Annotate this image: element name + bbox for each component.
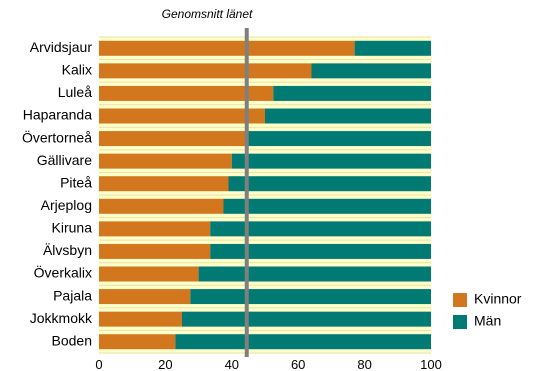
category-label-lulea: Luleå [58, 84, 92, 100]
category-label-arjeplog: Arjeplog [41, 197, 92, 213]
bar-kvinnor-gallivare [99, 153, 232, 169]
bar-man-overkalix [198, 266, 431, 282]
bar-kvinnor-boden [99, 334, 176, 350]
category-label-arvidsjaur: Arvidsjaur [30, 39, 93, 55]
category-label-kalix: Kalix [62, 62, 92, 78]
bar-man-kalix [311, 63, 431, 79]
bar-kvinnor-haparanda [99, 108, 265, 124]
category-labels: Arvidsjaur Kalix Luleå Haparanda Övertorneå G… [22, 39, 93, 348]
bar-kvinnor-pajala [99, 289, 191, 305]
x-tick-label-20: 20 [158, 357, 172, 371]
legend-swatch-man [453, 315, 467, 329]
category-label-boden: Boden [52, 332, 92, 348]
bar-kvinnor-arjeplog [99, 198, 224, 214]
bar-kvinnor-jokkmokk [99, 311, 182, 327]
legend-swatch-kvinnor [453, 293, 467, 307]
reference-line-label: Genomsnitt länet [162, 7, 253, 21]
category-label-kiruna: Kiruna [52, 220, 93, 236]
bar-man-arvidsjaur [354, 40, 431, 56]
category-label-jokkmokk: Jokkmokk [30, 310, 93, 326]
category-label-overkalix: Överkalix [34, 264, 92, 281]
bar-man-pajala [190, 289, 431, 305]
category-label-gallivare: Gällivare [37, 152, 92, 168]
bar-kvinnor-overkalix [99, 266, 199, 282]
bar-kvinnor-alvsbyn [99, 243, 211, 259]
bar-man-lulea [273, 85, 431, 101]
x-tick-label-0: 0 [95, 357, 102, 371]
bar-man-boden [175, 334, 431, 350]
bar-man-kiruna [210, 221, 431, 237]
bar-kvinnor-pitea [99, 176, 229, 192]
bar-man-haparanda [265, 108, 431, 124]
bar-man-gallivare [231, 153, 431, 169]
category-label-overtornea: Övertorneå [22, 128, 92, 145]
legend: Kvinnor Män [453, 291, 522, 329]
category-label-pitea: Piteå [60, 174, 92, 190]
category-label-haparanda: Haparanda [23, 107, 92, 123]
legend-label-man: Män [474, 313, 501, 329]
x-axis-tick-labels: 0 20 40 60 80 100 [95, 357, 441, 371]
x-tick-label-100: 100 [420, 357, 442, 371]
bar-kvinnor-overtornea [99, 131, 249, 147]
bar-kvinnor-kalix [99, 63, 312, 79]
legend-label-kvinnor: Kvinnor [474, 291, 522, 307]
bar-kvinnor-lulea [99, 85, 274, 101]
x-tick-label-80: 80 [357, 357, 371, 371]
x-tick-label-40: 40 [225, 357, 239, 371]
bar-man-alvsbyn [210, 243, 431, 259]
category-label-alvsbyn: Älvsbyn [43, 242, 92, 258]
category-label-pajala: Pajala [53, 287, 92, 303]
bars [99, 40, 431, 350]
x-tick-label-60: 60 [291, 357, 305, 371]
bar-kvinnor-arvidsjaur [99, 40, 355, 56]
bar-man-jokkmokk [182, 311, 431, 327]
bar-man-pitea [228, 176, 431, 192]
bar-man-overtornea [248, 131, 431, 147]
bar-man-arjeplog [223, 198, 431, 214]
bar-kvinnor-kiruna [99, 221, 211, 237]
